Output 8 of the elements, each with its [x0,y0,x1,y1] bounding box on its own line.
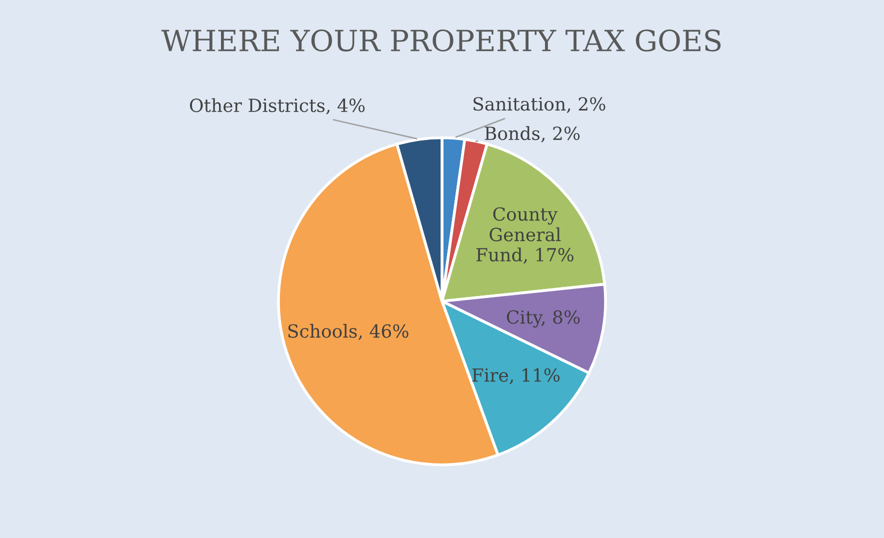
chart-title: WHERE YOUR PROPERTY TAX GOES [161,29,721,52]
slice-label: Schools, 46% [288,324,408,340]
slice-label: Sanitation, 2% [474,97,606,113]
slice-label: County General Fund, 17% [476,207,574,264]
slice-label: Other Districts, 4% [190,98,365,114]
slice-label: Fire, 11% [472,368,560,384]
slice-label: City, 8% [506,310,580,328]
slice-label: Bonds, 2% [484,126,580,142]
